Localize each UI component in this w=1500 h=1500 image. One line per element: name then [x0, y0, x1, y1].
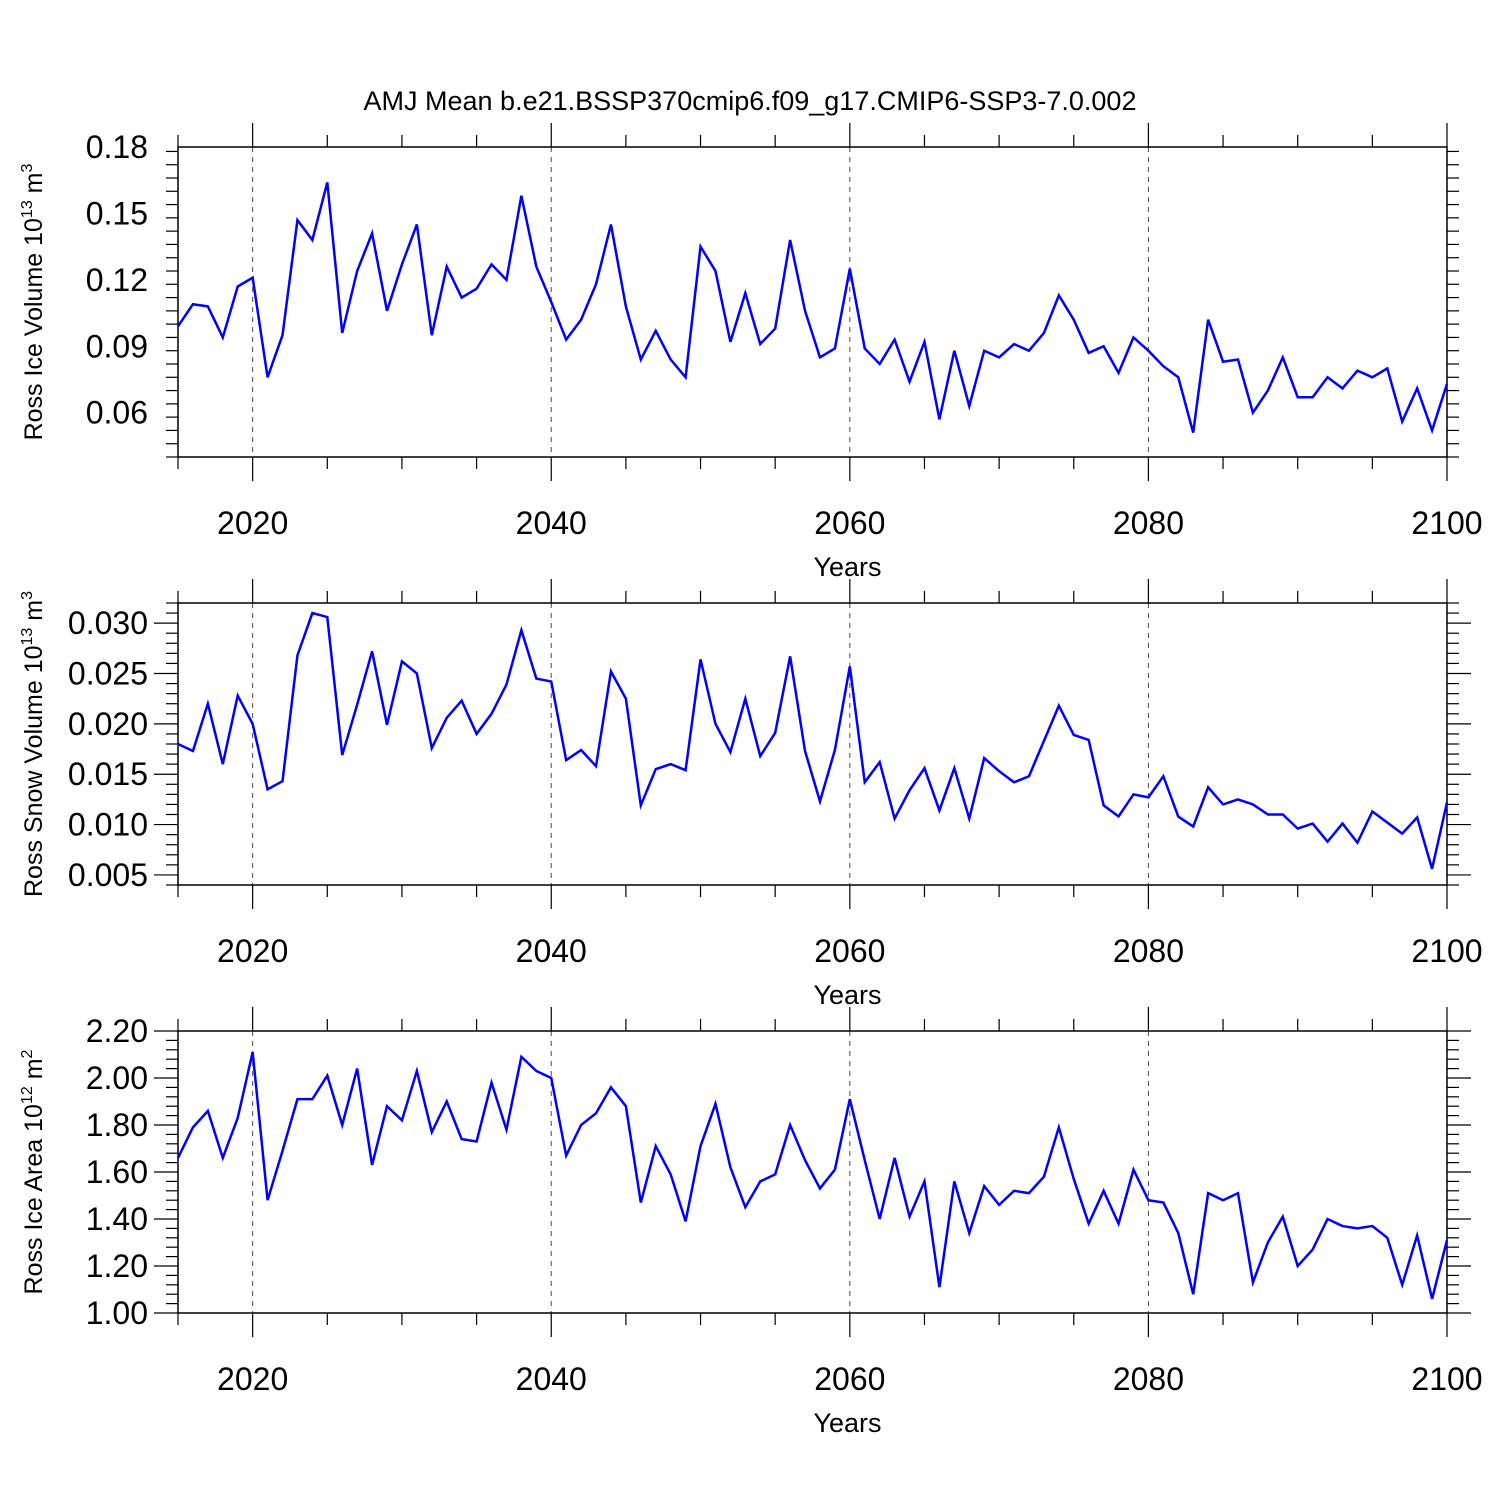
y-tick-label: 0.005 — [68, 857, 148, 893]
x-axis-label: Years — [813, 552, 881, 582]
y-tick-label: 0.020 — [68, 706, 148, 742]
y-axis-label-unit-exponent: 3 — [19, 591, 36, 600]
panel-2: 0.005 0.010 0.015 0.020 0.025 0.030 2020 2040 20… — [19, 579, 1483, 1010]
y-axis-label: Ross Ice Area 1012 m2 — [19, 1049, 48, 1294]
y-axis-label-text: Ross Snow Volume 10 — [20, 645, 48, 897]
y-tick-label: 2.00 — [86, 1060, 148, 1096]
x-axis-label: Years — [813, 1408, 881, 1438]
y-axis-label-exponent: 12 — [19, 1086, 36, 1104]
panels: 0.06 0.09 0.12 0.15 0.18 2020 2040 2060 2080 2100… — [19, 123, 1483, 1438]
x-tick-label: 2060 — [814, 933, 885, 969]
chart-title: AMJ Mean b.e21.BSSP370cmip6.f09_g17.CMIP… — [364, 86, 1137, 116]
x-tick-label: 2100 — [1411, 505, 1482, 541]
y-axis-label-unit-exponent: 3 — [19, 163, 36, 172]
x-tick-label: 2080 — [1113, 1361, 1184, 1397]
x-axis-label: Years — [813, 980, 881, 1010]
y-tick-label: 1.40 — [86, 1201, 148, 1237]
y-axis-label-exponent: 13 — [19, 628, 36, 646]
y-axis-label-exponent: 13 — [19, 200, 36, 218]
data-series-line — [176, 1051, 1449, 1300]
x-tick-label: 2100 — [1411, 933, 1482, 969]
x-tick-label: 2060 — [814, 505, 885, 541]
y-axis-label: Ross Ice Volume 1013 m3 — [19, 163, 48, 440]
x-tick-label: 2100 — [1411, 1361, 1482, 1397]
y-axis-label-unit-exponent: 2 — [19, 1049, 36, 1058]
y-tick-label: 0.06 — [86, 395, 148, 431]
y-axis-label-text: Ross Ice Volume 10 — [20, 218, 48, 440]
y-tick-label: 1.20 — [86, 1248, 148, 1284]
y-tick-label: 1.60 — [86, 1154, 148, 1190]
plot-frame — [177, 602, 1448, 886]
x-tick-label: 2060 — [814, 1361, 885, 1397]
y-tick-label: 1.80 — [86, 1107, 148, 1143]
y-axis-label-unit: m — [20, 172, 48, 200]
x-tick-label: 2080 — [1113, 933, 1184, 969]
y-tick-label: 0.09 — [86, 328, 148, 364]
x-tick-label: 2020 — [217, 933, 288, 969]
y-tick-label: 0.030 — [68, 605, 148, 641]
panel-1: 0.06 0.09 0.12 0.15 0.18 2020 2040 2060 2080 2100… — [19, 123, 1483, 582]
y-tick-label: 1.00 — [86, 1295, 148, 1331]
y-tick-label: 0.18 — [86, 129, 148, 165]
data-series-line — [177, 611, 1449, 870]
x-tick-label: 2040 — [516, 505, 587, 541]
y-tick-label: 0.15 — [86, 195, 148, 231]
x-tick-label: 2080 — [1113, 505, 1184, 541]
y-axis-label-text: Ross Ice Area 10 — [20, 1104, 48, 1294]
plot-frame — [177, 146, 1448, 458]
y-axis-label-unit: m — [20, 1058, 48, 1086]
y-tick-label: 0.025 — [68, 656, 148, 692]
y-axis-label: Ross Snow Volume 1013 m3 — [19, 591, 48, 897]
panel-3: 1.00 1.20 1.40 1.60 1.80 2.00 2.20 2020 2040 2060… — [19, 1007, 1483, 1438]
y-tick-label: 0.12 — [86, 262, 148, 298]
x-tick-label: 2020 — [217, 505, 288, 541]
y-tick-label: 0.010 — [68, 807, 148, 843]
y-tick-label: 2.20 — [86, 1013, 148, 1049]
y-axis-label-unit: m — [20, 600, 48, 628]
x-tick-label: 2040 — [516, 933, 587, 969]
x-tick-label: 2020 — [217, 1361, 288, 1397]
x-tick-label: 2040 — [516, 1361, 587, 1397]
y-tick-label: 0.015 — [68, 756, 148, 792]
data-series-line — [176, 182, 1449, 435]
